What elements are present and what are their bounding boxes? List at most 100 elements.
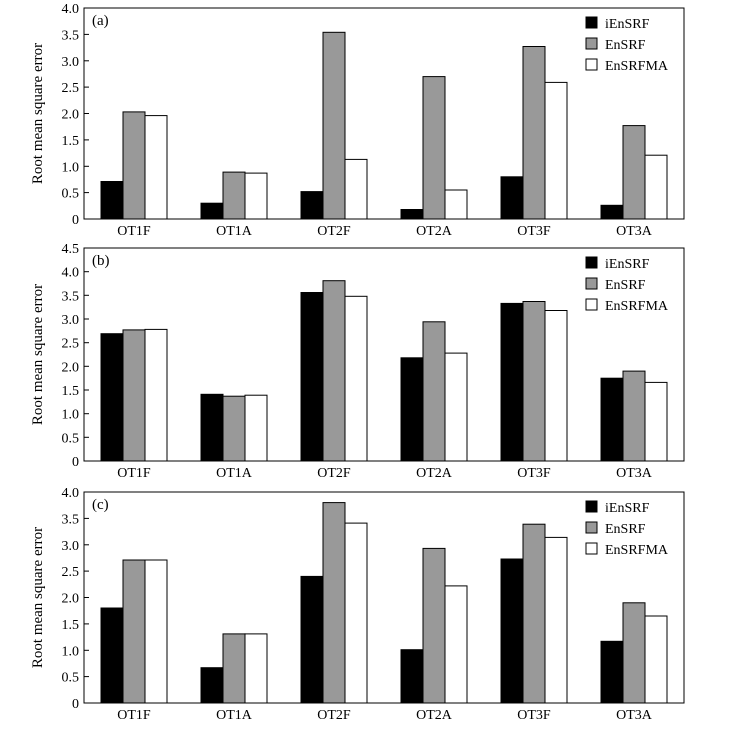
legend-swatch-ensrf — [585, 521, 598, 534]
y-tick-label: 1.5 — [62, 384, 80, 399]
bar-ensrfma-ot3a — [644, 381, 668, 462]
bar-ensrf-ot1a — [222, 633, 246, 704]
legend-swatch-ensrf — [585, 277, 598, 290]
legend-label: EnSRFMA — [605, 299, 669, 314]
x-tick-label: OT2F — [317, 708, 351, 723]
y-tick-label: 2.5 — [62, 565, 80, 580]
bar-iensrf-ot3a — [600, 377, 624, 462]
legend-label: EnSRFMA — [605, 543, 669, 558]
chart-panel-3: OT1F OT1A OT2F OT2A OT3F OT3A 0 0.5 1.0 1.5 2.0 2.5… — [30, 486, 685, 723]
x-tick-label: OT1F — [117, 708, 151, 723]
y-tick-label: 4.5 — [62, 242, 80, 257]
y-tick-label: 0 — [72, 213, 79, 228]
y-tick-label: 2.5 — [62, 81, 80, 96]
bar-ensrfma-ot1f — [144, 559, 168, 704]
y-tick-label: 1.0 — [62, 160, 80, 175]
bar-ensrf-ot3f — [522, 46, 546, 220]
bar-iensrf-ot1f — [100, 181, 124, 220]
bar-ensrfma-ot3f — [544, 310, 568, 462]
legend-swatch-ensrfma — [585, 542, 598, 555]
y-tick-label: 2.5 — [62, 337, 80, 352]
bar-ensrfma-ot2f — [344, 295, 368, 462]
bar-ensrfma-ot3a — [644, 615, 668, 704]
bar-ensrf-ot1a — [222, 171, 246, 220]
bar-ensrf-ot2f — [322, 280, 346, 462]
y-axis-label: Root mean square error — [30, 43, 46, 184]
bar-iensrf-ot3f — [500, 302, 524, 462]
y-tick-label: 3.0 — [62, 539, 80, 554]
bar-ensrf-ot3f — [522, 301, 546, 462]
legend-label: iEnSRF — [605, 17, 650, 32]
y-tick-label: 0 — [72, 697, 79, 712]
bar-ensrfma-ot2a — [444, 352, 468, 462]
x-tick-label: OT3F — [517, 708, 551, 723]
y-tick-label: 2.0 — [62, 108, 80, 123]
x-tick-label: OT3A — [616, 708, 653, 723]
bar-ensrfma-ot3f — [544, 536, 568, 704]
bar-iensrf-ot2a — [400, 209, 424, 220]
x-tick-label: OT2A — [416, 708, 453, 723]
bar-ensrf-ot3f — [522, 523, 546, 704]
legend-swatch-ensrf — [585, 37, 598, 50]
legend-label: iEnSRF — [605, 257, 650, 272]
bar-ensrf-ot3a — [622, 125, 646, 220]
legend-label: EnSRF — [605, 278, 646, 293]
bar-ensrf-ot2f — [322, 31, 346, 220]
bar-iensrf-ot1f — [100, 333, 124, 462]
bar-iensrf-ot1f — [100, 607, 124, 704]
bar-ensrf-ot2a — [422, 547, 446, 704]
bar-iensrf-ot3f — [500, 558, 524, 704]
legend-swatch-iensrf — [585, 16, 598, 29]
bar-iensrf-ot2a — [400, 649, 424, 704]
y-tick-label: 1.0 — [62, 408, 80, 423]
bar-iensrf-ot3a — [600, 204, 624, 220]
x-tick-label: OT1A — [216, 224, 253, 239]
y-tick-label: 4.0 — [62, 2, 80, 17]
y-tick-label: 4.0 — [62, 266, 80, 281]
y-tick-label: 3.0 — [62, 313, 80, 328]
bar-iensrf-ot2f — [300, 575, 324, 704]
y-tick-label: 1.5 — [62, 618, 80, 633]
bar-iensrf-ot1a — [200, 393, 224, 462]
y-tick-label: 1.5 — [62, 134, 80, 149]
legend-label: iEnSRF — [605, 501, 650, 516]
y-tick-label: 0 — [72, 455, 79, 470]
panel-label: (a) — [92, 13, 109, 29]
bar-ensrfma-ot3f — [544, 81, 568, 220]
x-tick-label: OT1A — [216, 708, 253, 723]
y-axis-label: Root mean square error — [30, 284, 46, 425]
bar-ensrfma-ot2f — [344, 158, 368, 220]
bar-ensrfma-ot1f — [144, 328, 168, 462]
bar-ensrf-ot1f — [122, 329, 146, 462]
legend-swatch-iensrf — [585, 500, 598, 513]
x-tick-label: OT3A — [616, 466, 653, 481]
x-tick-label: OT2F — [317, 224, 351, 239]
bar-ensrf-ot1f — [122, 559, 146, 704]
legend-label: EnSRF — [605, 522, 646, 537]
bar-ensrfma-ot3a — [644, 154, 668, 220]
panel-label: (c) — [92, 497, 109, 513]
bar-iensrf-ot3a — [600, 640, 624, 704]
x-tick-label: OT3F — [517, 466, 551, 481]
y-tick-label: 2.0 — [62, 360, 80, 375]
bar-iensrf-ot3f — [500, 176, 524, 220]
y-tick-label: 4.0 — [62, 486, 80, 501]
y-axis-label: Root mean square error — [30, 527, 46, 668]
legend: iEnSRF EnSRF EnSRFMA — [585, 256, 669, 314]
x-tick-label: OT3F — [517, 224, 551, 239]
y-tick-label: 0.5 — [62, 671, 80, 686]
legend: iEnSRF EnSRF EnSRFMA — [585, 500, 669, 558]
bar-ensrfma-ot2a — [444, 189, 468, 220]
x-tick-label: OT2F — [317, 466, 351, 481]
bar-ensrfma-ot2a — [444, 585, 468, 704]
bar-ensrf-ot3a — [622, 370, 646, 462]
bar-iensrf-ot2f — [300, 292, 324, 462]
bar-iensrf-ot2f — [300, 191, 324, 220]
bar-iensrf-ot2a — [400, 357, 424, 462]
bar-iensrf-ot1a — [200, 667, 224, 704]
bar-ensrfma-ot1a — [244, 172, 268, 220]
y-tick-label: 3.5 — [62, 28, 80, 43]
legend-label: EnSRF — [605, 38, 646, 53]
y-tick-label: 3.5 — [62, 289, 80, 304]
